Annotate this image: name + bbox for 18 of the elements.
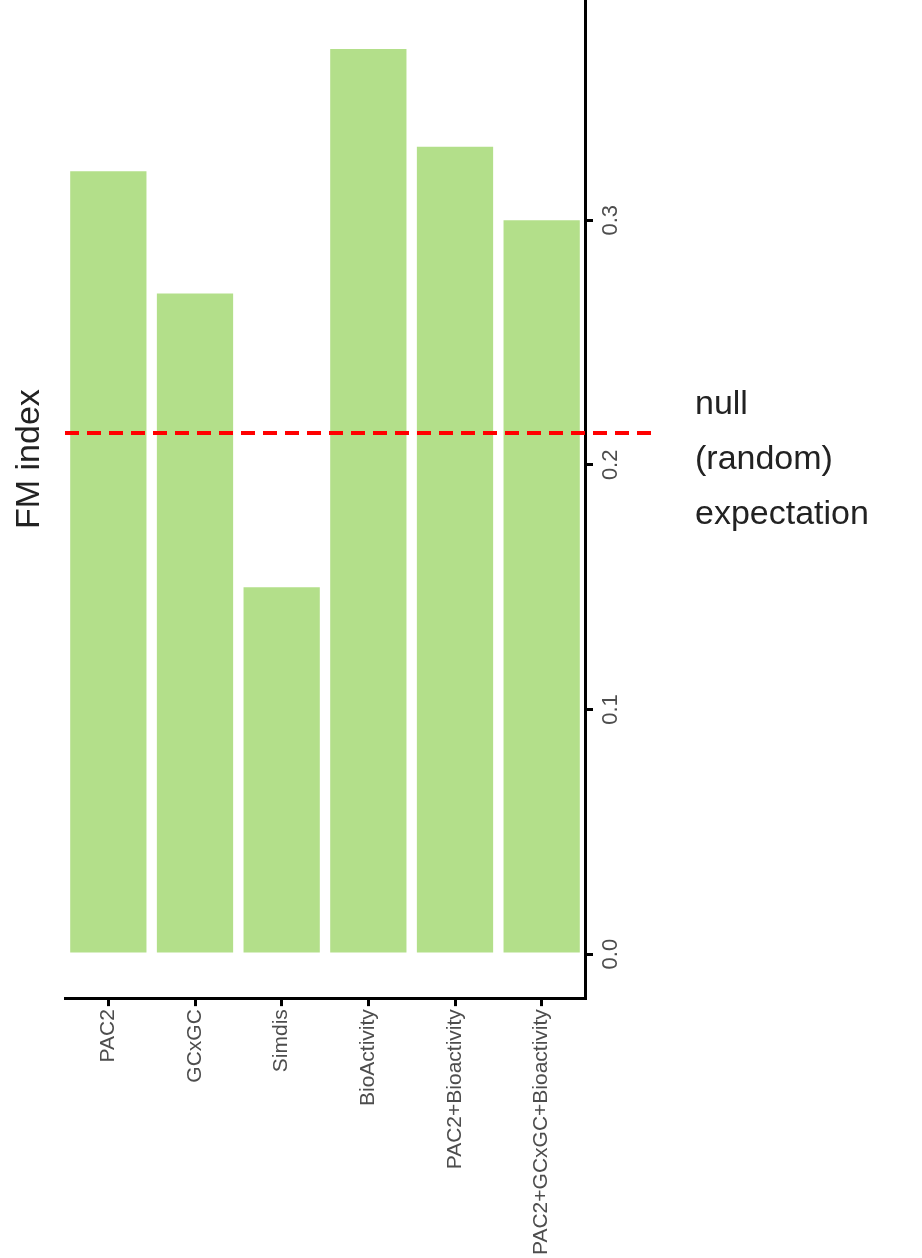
x-tick-label: PAC2+Bioactivity: [441, 1008, 465, 1170]
y-tick-label: 0.2: [597, 449, 623, 481]
bar: [243, 587, 320, 953]
y-axis-title: FM index: [8, 389, 47, 529]
bar: [156, 293, 234, 953]
bar: [503, 220, 580, 953]
x-tick-label: Simdis: [268, 1009, 292, 1073]
x-tick-label: PAC2: [95, 1009, 119, 1063]
bar: [330, 48, 407, 953]
y-tick-label: 0.3: [597, 204, 623, 236]
x-tick-label: PAC2+GCxGC+Bioactivity: [528, 1008, 552, 1255]
bar: [416, 146, 494, 953]
x-tick-label: BioActivity: [355, 1008, 379, 1106]
ref-line-label: null (random) expectation: [695, 383, 869, 532]
y-tick-label: 0.0: [597, 938, 623, 970]
y-tick-label: 0.1: [597, 694, 623, 725]
x-tick-label: GCxGC: [181, 1009, 205, 1083]
bar: [70, 171, 147, 953]
